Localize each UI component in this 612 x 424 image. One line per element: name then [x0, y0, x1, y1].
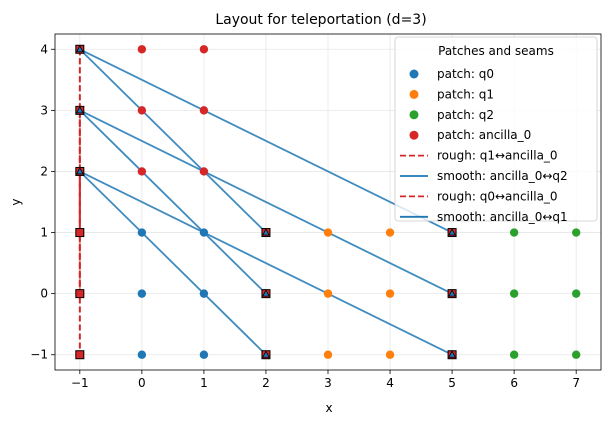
patch-point: [323, 289, 333, 298]
y-tick-label: 0: [40, 287, 48, 301]
patch-point: [137, 106, 147, 115]
x-tick-label: 1: [200, 376, 208, 390]
x-axis-label: x: [325, 401, 332, 415]
legend-label: patch: q2: [437, 108, 494, 122]
patch-point: [137, 350, 147, 359]
patch-point: [571, 350, 581, 359]
x-tick-label: 3: [324, 376, 332, 390]
chart-title: Layout for teleportation (d=3): [215, 12, 426, 28]
patch-point: [199, 167, 209, 176]
square-marker: [75, 228, 85, 238]
triangle-marker: [448, 228, 456, 236]
legend-label: patch: ancilla_0: [437, 128, 531, 142]
triangle-marker: [75, 167, 84, 175]
x-tick-label: 5: [448, 376, 456, 390]
legend-title: Patches and seams: [438, 44, 554, 58]
patch-point: [199, 106, 209, 115]
seam-lines: [78, 48, 453, 356]
patch-point: [137, 228, 147, 237]
patch-point: [137, 167, 147, 176]
legend-label: patch: q0: [437, 67, 494, 81]
x-tick-label: −1: [71, 376, 89, 390]
patch-point: [571, 289, 581, 298]
smooth-seam-line: [79, 170, 453, 356]
legend-entries: patch: q0 patch: q1 patch: q2 patch: ancill…: [400, 67, 568, 224]
legend-box: [394, 36, 598, 222]
legend-label: rough: q0↔ancilla_0: [437, 189, 558, 203]
x-tick-label: 6: [510, 376, 518, 390]
patch-point: [323, 350, 333, 359]
square-marker: [75, 289, 85, 299]
axis-ticks: −1 0 1 2 3 4 5 6 7 −1 0 1 2 3 4: [30, 42, 580, 390]
y-tick-label: 2: [40, 164, 48, 178]
y-tick-label: 3: [40, 103, 48, 117]
x-tick-label: 0: [138, 376, 146, 390]
seam-endpoint-markers: [75, 44, 457, 360]
legend-label: smooth: ancilla_0↔q2: [437, 169, 568, 183]
patch-point: [199, 289, 209, 298]
patch-point: [323, 228, 333, 237]
square-marker: [75, 350, 85, 360]
patch-point: [509, 350, 519, 359]
legend-label: patch: q1: [437, 87, 494, 101]
triangle-marker: [75, 44, 84, 53]
smooth-seam-line: [79, 48, 453, 234]
patch-point: [385, 350, 395, 359]
triangle-marker: [448, 289, 456, 297]
patch-point: [199, 228, 209, 237]
triangle-marker: [75, 106, 84, 114]
patch-point: [385, 228, 395, 237]
patch-point: [385, 289, 395, 298]
patch-point: [571, 228, 581, 237]
patch-point: [199, 350, 209, 359]
smooth-seam-line: [79, 109, 453, 295]
smooth-seam-line: [79, 109, 267, 295]
triangle-marker: [262, 289, 270, 297]
patch-point: [509, 228, 519, 237]
x-tick-label: 7: [572, 376, 580, 390]
legend-label: smooth: ancilla_0↔q1: [437, 210, 568, 224]
legend-point-swatch: [409, 110, 419, 120]
y-tick-label: −1: [30, 348, 48, 362]
patch-point: [137, 289, 147, 298]
x-tick-label: 4: [386, 376, 394, 390]
triangle-marker: [448, 350, 456, 358]
legend-point-swatch: [409, 69, 419, 79]
triangle-marker: [262, 228, 270, 236]
y-tick-label: 4: [40, 42, 48, 56]
y-tick-label: 1: [40, 226, 48, 240]
patch-point: [509, 289, 519, 298]
triangle-marker: [262, 350, 270, 358]
patch-point: [137, 45, 147, 54]
patch-point: [199, 45, 209, 54]
legend-label: rough: q1↔ancilla_0: [437, 149, 558, 163]
y-axis-label: y: [9, 198, 23, 205]
smooth-seam-line: [79, 170, 267, 356]
smooth-seam-line: [79, 48, 267, 234]
x-tick-label: 2: [262, 376, 270, 390]
legend-point-swatch: [409, 89, 419, 99]
legend-point-swatch: [409, 130, 419, 140]
